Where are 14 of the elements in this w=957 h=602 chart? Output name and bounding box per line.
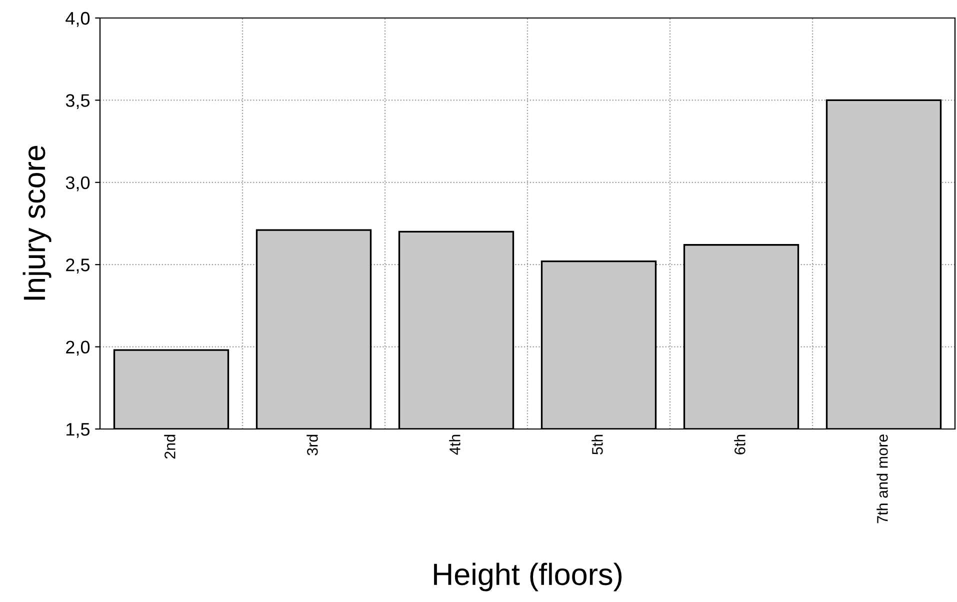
x-axis-title: Height (floors): [434, 562, 622, 592]
x-tick-label: 7th and more: [876, 434, 888, 524]
x-tick-label: 6th: [734, 434, 746, 454]
x-tick-label: 3rd: [306, 434, 318, 456]
y-tick-label: 1,5: [66, 423, 90, 438]
y-tick-label: 3,5: [66, 94, 90, 110]
y-tick-label: 2,0: [66, 340, 90, 356]
x-tick-label: 2nd: [164, 434, 176, 459]
y-tick-label: 3,0: [66, 176, 90, 192]
y-tick-label: 4,0: [66, 12, 90, 27]
y-tick-label: 2,5: [66, 258, 90, 274]
x-tick-label: 4th: [449, 434, 460, 455]
x-tick-label: 5th: [592, 434, 603, 454]
y-axis-title: Injury score: [22, 146, 52, 300]
